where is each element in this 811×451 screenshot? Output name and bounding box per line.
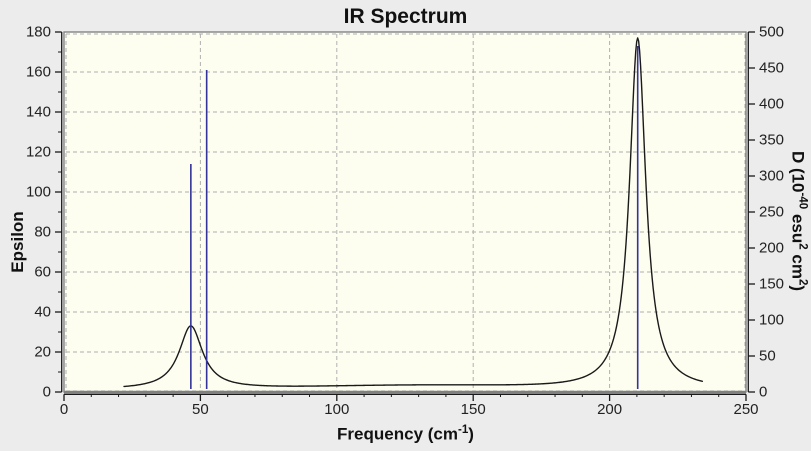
- svg-text:100: 100: [26, 184, 51, 201]
- svg-text:100: 100: [759, 312, 784, 329]
- svg-text:140: 140: [26, 104, 51, 121]
- svg-text:200: 200: [597, 401, 622, 418]
- svg-text:250: 250: [733, 401, 758, 418]
- svg-text:200: 200: [759, 240, 784, 257]
- svg-text:0: 0: [60, 401, 68, 418]
- svg-text:250: 250: [759, 204, 784, 221]
- svg-text:80: 80: [34, 224, 51, 241]
- svg-text:150: 150: [461, 401, 486, 418]
- svg-text:300: 300: [759, 168, 784, 185]
- svg-text:0: 0: [759, 384, 767, 401]
- svg-text:50: 50: [759, 348, 776, 365]
- svg-text:120: 120: [26, 144, 51, 161]
- svg-text:60: 60: [34, 264, 51, 281]
- svg-text:50: 50: [192, 401, 209, 418]
- svg-text:100: 100: [324, 401, 349, 418]
- svg-text:160: 160: [26, 64, 51, 81]
- svg-text:40: 40: [34, 304, 51, 321]
- svg-text:450: 450: [759, 60, 784, 77]
- svg-text:150: 150: [759, 276, 784, 293]
- svg-text:0: 0: [43, 384, 51, 401]
- svg-text:20: 20: [34, 344, 51, 361]
- svg-text:350: 350: [759, 132, 784, 149]
- svg-text:400: 400: [759, 96, 784, 113]
